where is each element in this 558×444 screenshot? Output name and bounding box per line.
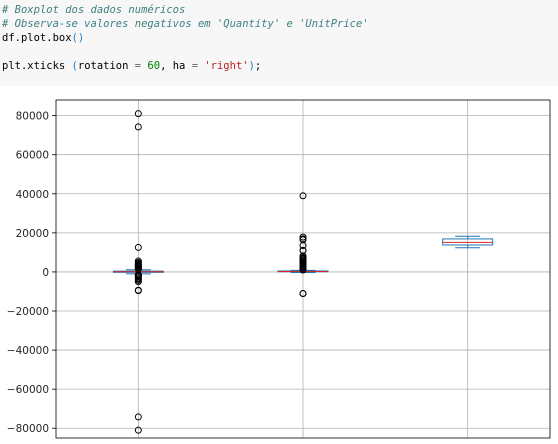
code-comment-1: # Boxplot dos dados numéricos: [2, 4, 186, 16]
flier-0-23: [134, 287, 142, 295]
y-tick-label-2: 40000: [16, 189, 49, 201]
flier-0-1: [134, 123, 142, 131]
y-tick-label-6: −40000: [7, 345, 49, 357]
flier-0-2: [134, 243, 142, 251]
code-comment-2: # Observa-se valores negativos em 'Quant…: [2, 18, 369, 30]
y-tick-label-1: 60000: [16, 150, 49, 162]
code-eq-2: =: [191, 60, 199, 72]
boxplot-chart: 80000 60000 40000 20000 0 −20000 −40000 −60000 −…: [7, 99, 551, 439]
code-line-2: # Observa-se valores negativos em 'Quant…: [2, 17, 369, 31]
plot-frame: [55, 99, 551, 439]
code-ha-kw: , ha: [160, 60, 192, 72]
code-line-3: df.plot.box(): [2, 31, 84, 45]
code-cell[interactable]: # Boxplot dos dados numéricos # Observa-…: [0, 0, 558, 86]
code-string-right: 'right': [198, 60, 249, 72]
code-open-paren: (: [71, 60, 78, 72]
code-close-paren: ): [248, 60, 255, 72]
y-tick-label-3: 20000: [16, 228, 49, 240]
y-tick-label-8: −80000: [7, 423, 49, 435]
y-tick-label-0: 80000: [16, 111, 49, 123]
fliers: [134, 110, 307, 434]
code-number-60: 60: [141, 60, 161, 72]
code-line-5: plt.xticks (rotation = 60, ha = 'right')…: [2, 59, 261, 73]
flier-0-25: [134, 426, 142, 434]
code-semicolon: ;: [254, 60, 262, 72]
flier-1-22: [299, 266, 307, 274]
flier-1-4: [299, 241, 307, 249]
flier-1-1: [299, 233, 307, 241]
y-axis-ticks: 80000 60000 40000 20000 0 −20000 −40000 −60000 −…: [7, 111, 56, 435]
code-eq-1: =: [134, 60, 142, 72]
code-rotation-kw: rotation: [77, 60, 135, 72]
y-tick-label-5: −20000: [7, 306, 49, 318]
flier-0-21: [134, 278, 142, 286]
code-plt-xticks: plt.xticks: [2, 60, 72, 72]
flier-0-24: [134, 413, 142, 421]
flier-1-6: [299, 247, 307, 255]
flier-1-0: [299, 192, 307, 200]
code-df-plot-box: df.plot.box: [2, 32, 72, 44]
y-tick-label-7: −60000: [7, 384, 49, 396]
flier-1-24: [299, 290, 307, 298]
code-parens: (): [71, 32, 85, 44]
y-tick-label-4: 0: [42, 267, 49, 279]
flier-0-0: [134, 110, 142, 118]
code-line-1: # Boxplot dos dados numéricos: [2, 3, 185, 17]
